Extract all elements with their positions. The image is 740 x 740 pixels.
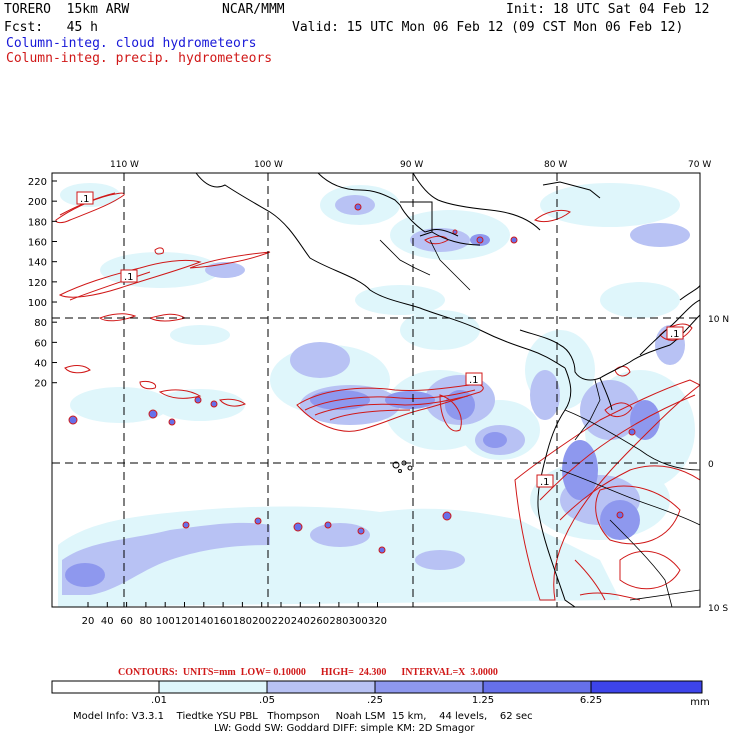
x-tick-label: 200 [252, 616, 271, 627]
contour-value-boxes: .1 .1 .1 .1 .1 [76, 191, 684, 488]
map-frame [51, 172, 701, 608]
country-borders [379, 239, 700, 607]
y-tick-label: 120 [28, 278, 47, 289]
legend-swatch [51, 680, 160, 694]
x-tick-label: 180 [233, 616, 252, 627]
y-tick-label: 180 [28, 217, 47, 228]
lon-label: 70 W [688, 160, 711, 170]
legend-unit: mm [690, 697, 710, 708]
lon-label: 90 W [400, 160, 423, 170]
x-tick-label: 20 [82, 616, 95, 627]
x-tick-label: 80 [140, 616, 153, 627]
x-tick-label: 60 [120, 616, 133, 627]
x-tick-label: 160 [214, 616, 233, 627]
value-box: .1 [536, 474, 554, 488]
legend-swatch [482, 680, 592, 694]
precip-field-label: Column-integ. precip. hydrometeors [6, 51, 273, 66]
graticule [52, 173, 700, 607]
y-tick-label: 140 [28, 258, 47, 269]
coastlines [195, 173, 700, 607]
legend-swatch [590, 680, 703, 694]
lat-label: 10 S [708, 604, 728, 614]
x-tick-label: 140 [194, 616, 213, 627]
x-tick-label: 120 [175, 616, 194, 627]
org-label: NCAR/MMM [222, 2, 285, 17]
y-tick-label: 40 [34, 359, 47, 370]
lat-label: 0 [708, 460, 714, 470]
legend-swatch [158, 680, 268, 694]
x-tick-label: 300 [349, 616, 368, 627]
legend-colorbar [51, 680, 703, 694]
model-info: Model Info: V3.3.1 Tiedtke YSU PBL Thomp… [73, 711, 533, 722]
y-tick-label: 220 [28, 177, 47, 188]
value-box: .1 [76, 191, 94, 205]
value-box-label: .1 [469, 375, 479, 386]
cloud-field-label: Column-integ. cloud hydrometeors [6, 36, 257, 51]
forecast-hour: Fcst: 45 h [4, 20, 98, 35]
x-axis-ticks: 20 40 60 80 100 120 140 160 180 200 220 240 260 280 30… [82, 602, 387, 627]
y-axis-ticks: 220 200 180 160 140 120 100 80 60 40 20 [28, 177, 57, 390]
x-tick-label: 220 [271, 616, 290, 627]
value-box-label: .1 [124, 272, 134, 283]
x-tick-label: 40 [101, 616, 114, 627]
lon-label: 110 W [110, 160, 139, 170]
y-tick-label: 200 [28, 197, 47, 208]
longitude-labels: 110 W 100 W 90 W 80 W 70 W [110, 160, 711, 170]
model-physics: LW: Godd SW: Goddard DIFF: simple KM: 2D… [214, 723, 475, 734]
y-tick-label: 100 [28, 298, 47, 309]
legend-tick: .05 [259, 695, 275, 706]
legend-tick: 1.25 [471, 695, 495, 706]
value-box: .1 [666, 326, 684, 340]
x-tick-label: 280 [329, 616, 348, 627]
x-tick-label: 260 [310, 616, 329, 627]
value-box: .1 [120, 269, 138, 283]
y-tick-label: 160 [28, 238, 47, 249]
value-box-label: .1 [540, 477, 550, 488]
lon-label: 100 W [254, 160, 283, 170]
value-box-label: .1 [80, 194, 90, 205]
x-tick-label: 320 [368, 616, 387, 627]
contour-info: CONTOURS: UNITS=mm LOW= 0.10000 HIGH= 24… [118, 667, 498, 678]
legend-tick: 6.25 [579, 695, 603, 706]
x-tick-label: 240 [291, 616, 310, 627]
lat-label: 10 N [708, 315, 729, 325]
y-tick-label: 20 [34, 379, 47, 390]
value-box: .1 [465, 372, 483, 386]
intense-cells [68, 203, 636, 554]
x-tick-label: 100 [156, 616, 175, 627]
lon-label: 80 W [544, 160, 567, 170]
legend-tick: .25 [367, 695, 383, 706]
legend-swatch [266, 680, 376, 694]
y-tick-label: 60 [34, 338, 47, 349]
value-box-label: .1 [670, 329, 680, 340]
valid-time: Valid: 15 UTC Mon 06 Feb 12 (09 CST Mon … [292, 20, 684, 35]
y-tick-label: 80 [34, 318, 47, 329]
latitude-labels: 10 N 0 10 S [708, 315, 729, 614]
init-time: Init: 18 UTC Sat 04 Feb 12 [506, 2, 710, 17]
legend-tick: .01 [151, 695, 167, 706]
map-field-layer: .1 .1 .1 .1 .1 [52, 173, 700, 607]
model-title: TORERO 15km ARW [4, 2, 130, 17]
legend-swatch [374, 680, 484, 694]
